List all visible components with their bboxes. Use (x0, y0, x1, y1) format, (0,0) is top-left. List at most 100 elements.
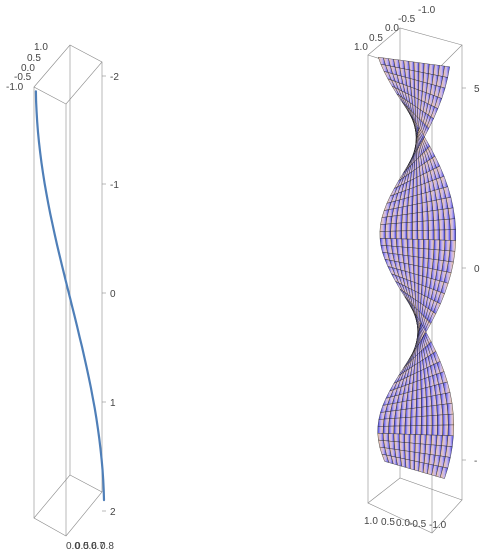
surface-mesh-patch (409, 459, 416, 471)
surface-mesh-patch (412, 230, 419, 240)
surface-mesh-patch (442, 424, 449, 436)
surface-mesh-patch (422, 248, 429, 259)
surface-mesh-patch (438, 239, 446, 251)
surface-mesh-patch (446, 402, 454, 415)
surface-mesh-patch (404, 416, 411, 427)
surface-mesh-patch (395, 230, 402, 240)
surface-mesh-patch (385, 238, 392, 247)
surface-mesh-patch (412, 256, 419, 267)
surface-mesh-patch (404, 442, 411, 452)
surface-mesh-patch (412, 212, 418, 223)
surface-mesh-patch (390, 238, 397, 247)
curve-x-tick-label: 0.5 (75, 541, 89, 552)
curve-z-tick-label: -2 (110, 72, 119, 83)
surface-mesh-patch (412, 238, 419, 249)
surface-mesh-patch (408, 61, 415, 72)
curve-y-tick-label: -0.5 (14, 72, 32, 83)
surface-mesh-patch (413, 61, 420, 73)
surface-mesh-patch (395, 238, 403, 248)
surface-mesh-patch (412, 194, 418, 206)
surface-mesh-patch (431, 424, 438, 436)
surface-mesh-patch (417, 220, 424, 231)
curve-series-line (34, 90, 106, 502)
surface-mesh-patch (422, 220, 429, 231)
surface-mesh-patch (414, 443, 421, 454)
surface-mesh-patch (406, 238, 413, 249)
surface-mesh-patch (390, 223, 397, 232)
surface-mesh-patch (404, 450, 411, 461)
surface-mesh-patch (409, 69, 415, 80)
surface-mesh-patch (393, 441, 401, 451)
surface-mesh-patch (420, 415, 427, 426)
surface-mesh-patch (420, 387, 427, 399)
surface-mesh-patch (411, 389, 417, 401)
surface-mesh-patch (406, 213, 413, 223)
surface-mesh-patch (395, 222, 403, 232)
surface-mesh-patch (410, 398, 417, 409)
curve-y-tick-label: 0.0 (21, 63, 35, 74)
curve-plot-box (33, 44, 103, 537)
surface-mesh-patch (412, 264, 419, 276)
surface-mesh-patch (406, 221, 413, 232)
surface-bottom-tick-label: 0.5 (381, 517, 395, 528)
surface-mesh-patch (422, 230, 429, 240)
surface-mesh-patch (414, 452, 421, 463)
surface-mesh-patch (425, 434, 433, 446)
surface-mesh-patch (417, 265, 423, 277)
surface-mesh-patch (377, 426, 384, 434)
surface-mesh-patch (417, 274, 423, 286)
surface-mesh-patch (388, 433, 395, 442)
curve-z-tick-label: -1 (110, 180, 119, 191)
surface-mesh-patch (393, 433, 400, 443)
surface-mesh-patch (417, 239, 424, 249)
surface-mesh-patch (419, 443, 427, 454)
surface-mesh-patch (421, 396, 427, 408)
surface-mesh-patch (393, 417, 401, 427)
surface-mesh-patch (407, 204, 413, 215)
surface-mesh-patch (406, 230, 413, 240)
surface-mesh-patch (428, 229, 435, 241)
surface-mesh-patch (422, 266, 428, 278)
surface-mesh-patch (414, 70, 420, 82)
surface-mesh-patch (432, 209, 440, 221)
surface-bottom-tick-label: -0.5 (409, 519, 427, 530)
surface-mesh-patch (410, 407, 417, 418)
surface-mesh-patch (447, 413, 455, 426)
curve-y-tick-label: 1.0 (34, 42, 48, 53)
surface-mesh-patch (433, 229, 440, 241)
surface-mesh-patch (421, 406, 427, 417)
surface-mesh-patch (412, 185, 418, 197)
surface-z-axis: 5 0 - (462, 84, 480, 467)
surface-mesh-patch (401, 213, 408, 224)
surface-mesh-patch (412, 247, 419, 258)
surface-mesh-patch (421, 192, 428, 204)
surface-mesh-patch (443, 218, 451, 231)
surface-mesh-patch (444, 229, 451, 241)
surface-mesh-patch (377, 433, 384, 441)
surface-z-tick-label: - (474, 456, 477, 467)
surface-mesh-patch (416, 397, 422, 409)
surface-mesh-patch (431, 414, 438, 426)
surface-mesh-patch (416, 175, 422, 187)
surface-mesh-patch (417, 193, 423, 205)
surface-mesh-patch (439, 229, 446, 241)
surface-mesh (377, 56, 456, 479)
surface-mesh-patch (415, 425, 422, 435)
surface-mesh-patch (433, 239, 440, 251)
surface-mesh-patch (417, 248, 424, 259)
surface-mesh-patch (399, 425, 406, 435)
surface-mesh-patch (401, 238, 408, 248)
surface-mesh-patch (379, 223, 387, 232)
surface-mesh-patch (417, 202, 423, 214)
surface-mesh-patch (426, 415, 433, 426)
surface-mesh-patch (450, 229, 456, 241)
surface-mesh-patch (379, 231, 386, 239)
surface-top-tick-label: -0.5 (398, 14, 416, 25)
surface-mesh-patch (405, 408, 412, 418)
surface-mesh-patch (439, 466, 449, 479)
surface-mesh-patch (415, 406, 422, 418)
surface-mesh-patch (427, 258, 434, 270)
surface-mesh-patch (447, 424, 455, 437)
surface-mesh-patch (382, 433, 390, 442)
